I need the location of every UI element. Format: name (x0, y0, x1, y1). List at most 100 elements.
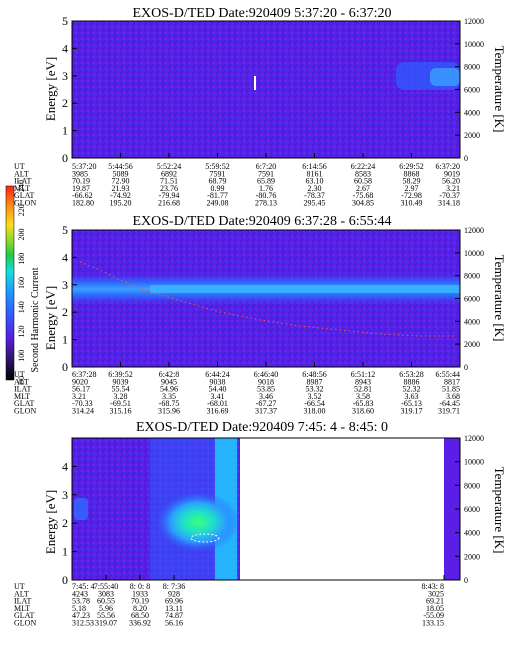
table-cell: 70.19 (72, 177, 90, 186)
table-cell: 69.96 (165, 597, 183, 606)
table-cell: 6:51:12 (351, 370, 375, 379)
table-cell: 8817 (444, 377, 460, 386)
panel1-yaxis: 0 1 2 3 4 5 (62, 14, 77, 165)
table-cell: 5:44:56 (108, 162, 132, 171)
panel3-left-blob (74, 498, 88, 520)
ytick-label: 1 (62, 545, 68, 559)
colorbar-label: Second Harmonic Current (30, 267, 41, 372)
ytick-label: 5 (62, 223, 68, 237)
table-cell: 182.80 (72, 199, 94, 208)
table-cell: 55.54 (112, 385, 130, 394)
table-row-label: ILAT (14, 385, 31, 394)
table-cell: 3025 (428, 589, 444, 598)
colorbar-tick-label: 80 (17, 376, 26, 384)
table-cell: 6:39:52 (108, 370, 132, 379)
table-cell: 6:55:44 (436, 370, 460, 379)
table-cell: 18.05 (426, 604, 444, 613)
table-cell: 54.40 (209, 385, 227, 394)
table-cell: 56.17 (72, 385, 90, 394)
table-cell: 3.21 (446, 184, 460, 193)
panel3-title: EXOS-D/TED Date:920409 7:45: 4 - 8:45: 0 (136, 420, 388, 435)
table-cell: 7:55:40 (94, 582, 118, 591)
table-cell: 6:37:20 (436, 162, 460, 171)
ytick-label: 5 (62, 14, 68, 28)
table-cell: -75.68 (353, 191, 374, 200)
table-row-label: MLT (14, 392, 30, 401)
ytick-label: 2 (62, 305, 68, 319)
table-cell: 19.87 (72, 184, 90, 193)
table-cell: 7591 (210, 169, 226, 178)
ytick-label: 4 (62, 459, 68, 473)
panel3-ylabel: Energy [eV] (43, 490, 58, 554)
y2tick-label: 10000 (464, 249, 484, 258)
table-cell: 3.41 (211, 392, 225, 401)
table-cell: 319.17 (401, 407, 423, 416)
y2tick-label: 6000 (464, 505, 480, 514)
table-cell: 6:44:24 (205, 370, 229, 379)
table-cell: 8886 (404, 377, 420, 386)
table-cell: 8.20 (133, 604, 147, 613)
table-cell: 69.21 (426, 597, 444, 606)
y2tick-label: 12000 (464, 17, 484, 26)
table-row-label: GLAT (14, 611, 35, 620)
panel2-y2axis: 0 2000 4000 6000 8000 10000 12000 (455, 226, 484, 372)
y2tick-label: 6000 (464, 295, 480, 304)
y2tick-label: 0 (464, 363, 468, 372)
table-cell: 63.10 (306, 177, 324, 186)
y2tick-label: 12000 (464, 226, 484, 235)
table-cell: -68.75 (159, 399, 180, 408)
y2tick-label: 0 (464, 576, 468, 585)
table-cell: 55.56 (97, 611, 115, 620)
colorbar-tick-label: 120 (17, 326, 26, 338)
table-cell: 5:52:24 (157, 162, 181, 171)
y2tick-label: 8000 (464, 63, 480, 72)
colorbar-ticks: 80 100 120 140 160 180 200 220 240 (17, 180, 26, 384)
table-cell: 68.50 (131, 611, 149, 620)
table-cell: 3.28 (114, 392, 128, 401)
ytick-label: 1 (62, 124, 68, 138)
table-cell: -66.62 (72, 191, 93, 200)
table-row-label: ILAT (14, 597, 31, 606)
table-cell: 6:46:40 (254, 370, 278, 379)
table-cell: 8: 0: 8 (130, 582, 150, 591)
table-cell: 8:43: 8 (422, 582, 444, 591)
y2tick-label: 6000 (464, 86, 480, 95)
table-cell: 6:7:20 (256, 162, 276, 171)
panel2-y2label: Temperature [K] (492, 255, 505, 342)
panel1-y2label: Temperature [K] (492, 46, 505, 133)
table-row-label: UT (14, 582, 25, 591)
y2tick-label: 2000 (464, 552, 480, 561)
table-cell: 3.35 (162, 392, 176, 401)
table-cell: 2.97 (405, 184, 419, 193)
table-cell: 7591 (258, 169, 274, 178)
panel3-y2axis: 0 2000 4000 6000 8000 10000 12000 (455, 434, 484, 585)
table-cell: -80.76 (256, 191, 277, 200)
panel1-heat-patch-core (430, 68, 460, 86)
table-cell: 5:59:52 (205, 162, 229, 171)
panel2-plot (71, 229, 461, 368)
colorbar-tick-label: 180 (17, 253, 26, 265)
table-cell: 9018 (258, 377, 274, 386)
colorbar-tick-label: 220 (17, 204, 26, 216)
table-cell: 5:37:20 (72, 162, 96, 171)
table-row-label: GLON (14, 407, 36, 416)
table-cell: 1933 (132, 589, 148, 598)
y2tick-label: 4000 (464, 317, 480, 326)
table-cell: 52.32 (403, 385, 421, 394)
table-cell: 318.60 (352, 407, 374, 416)
table-cell: 310.49 (401, 199, 423, 208)
panel3-green-blob (156, 492, 240, 552)
table-cell: 5.96 (99, 604, 113, 613)
table-row-label: GLON (14, 199, 36, 208)
table-cell: 51.85 (442, 385, 460, 394)
y2tick-label: 10000 (464, 40, 484, 49)
table-cell: 314.24 (72, 407, 94, 416)
ytick-label: 1 (62, 333, 68, 347)
table-cell: 70.19 (131, 597, 149, 606)
panel3-empty-region (240, 438, 444, 580)
ytick-label: 3 (62, 488, 68, 502)
table-cell: 295.45 (304, 199, 326, 208)
y2tick-label: 8000 (464, 272, 480, 281)
table-cell: 21.93 (112, 184, 130, 193)
